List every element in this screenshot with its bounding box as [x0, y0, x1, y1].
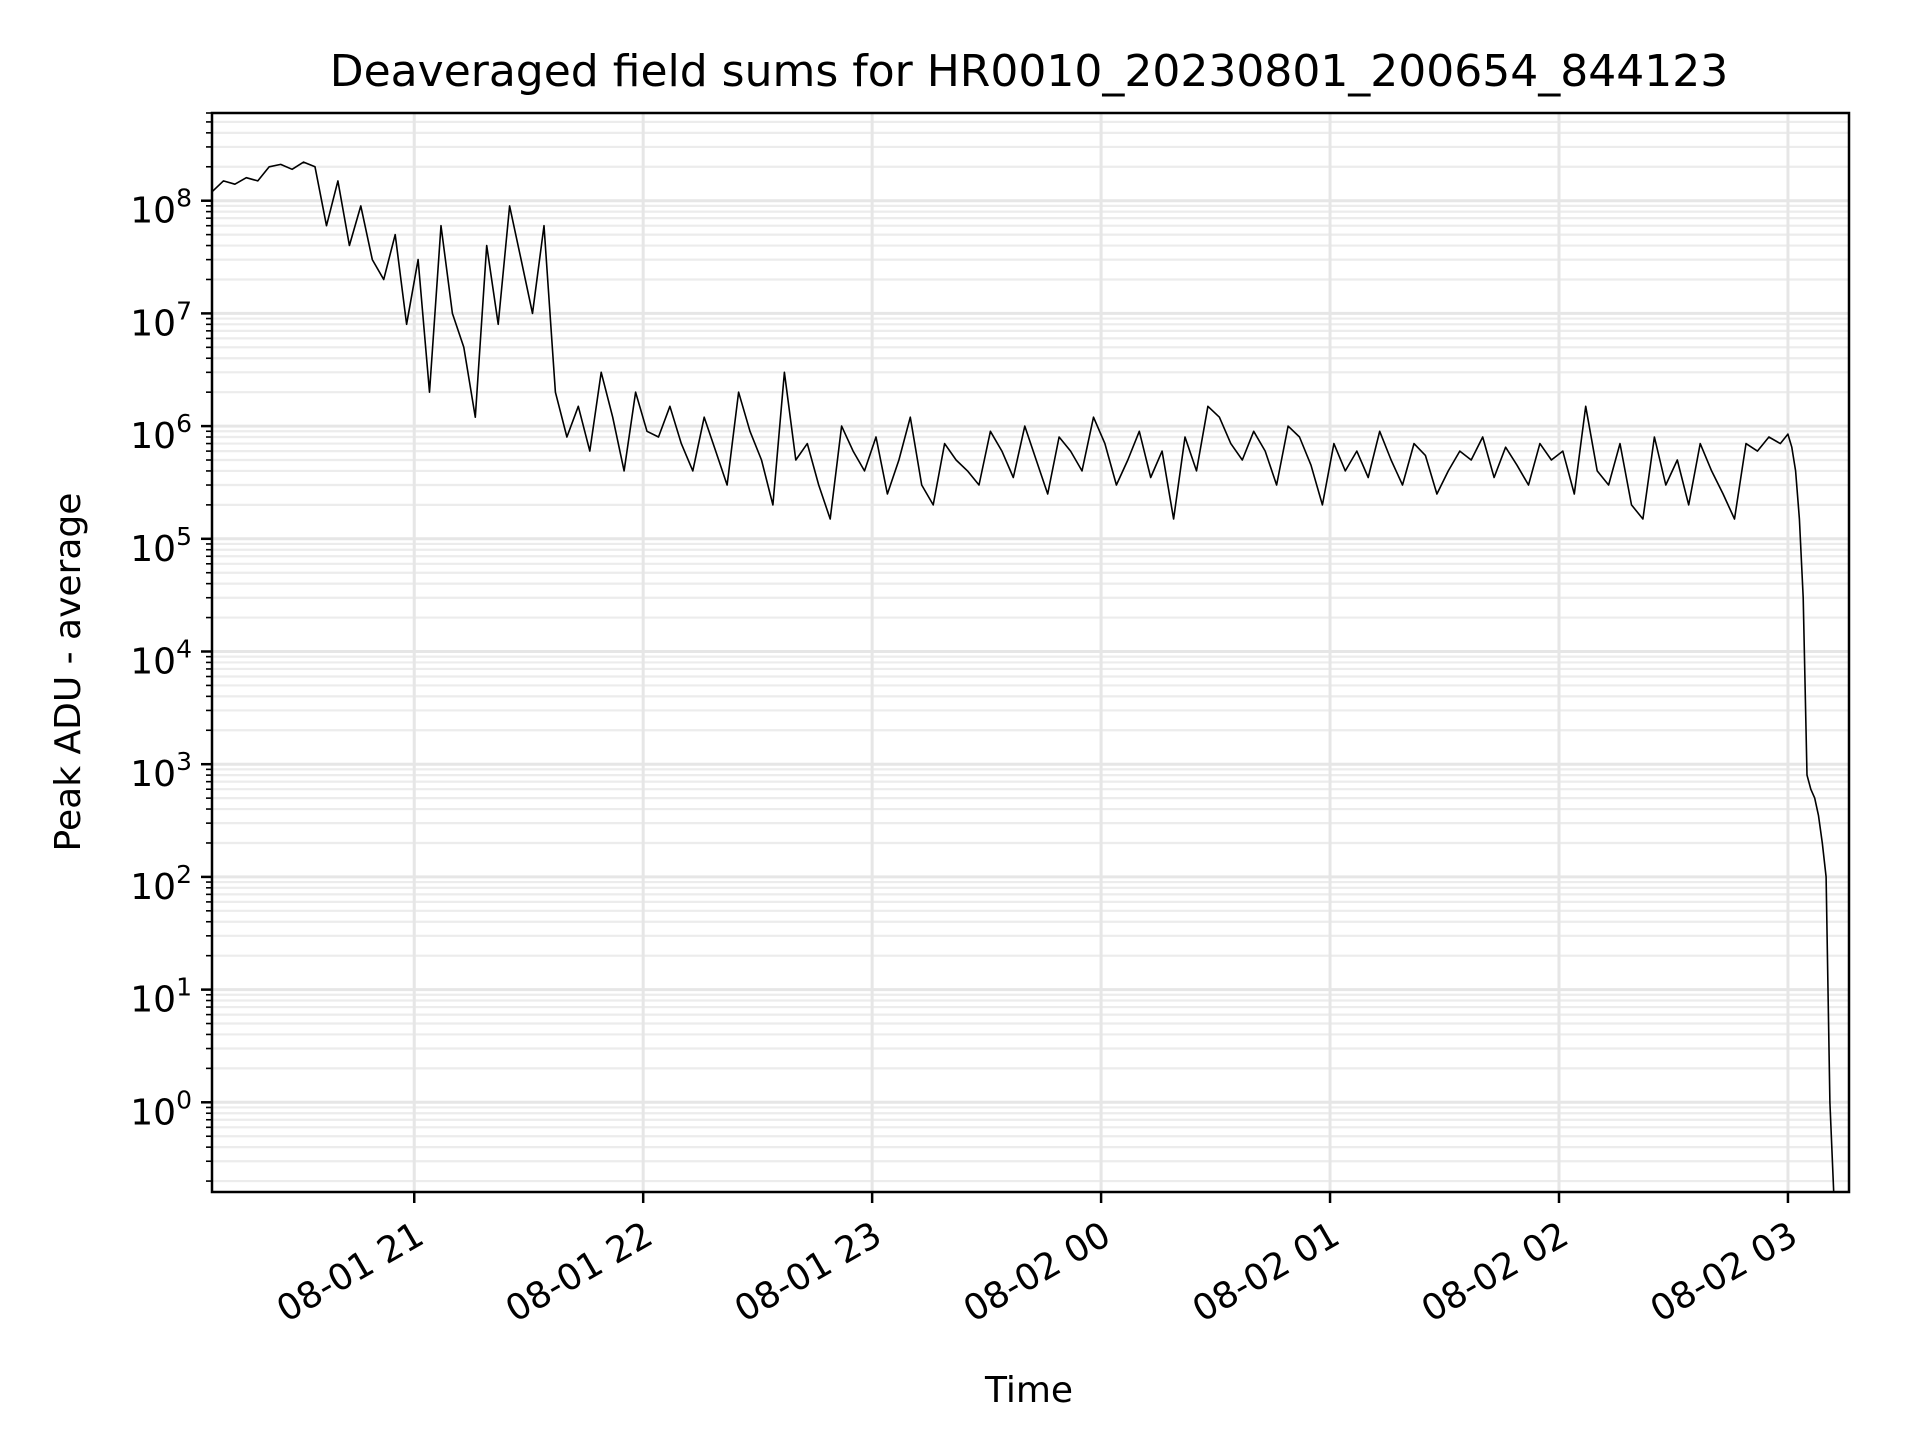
series-line — [211, 161, 1835, 1193]
y-tick-label: 100 — [130, 1085, 192, 1133]
y-tick-label: 106 — [130, 409, 192, 457]
y-tick-label: 102 — [130, 860, 192, 908]
y-tick-label: 104 — [130, 635, 192, 683]
x-axis-label: Time — [984, 1370, 1073, 1411]
y-axis: 100 101 102 103 104 105 106 107 108 — [130, 112, 212, 1182]
y-tick-label: 105 — [130, 522, 192, 570]
series-layer — [211, 161, 1835, 1193]
y-tick-label: 107 — [130, 296, 192, 344]
y-tick-label: 101 — [130, 973, 192, 1021]
y-tick-label: 108 — [130, 184, 192, 232]
y-tick-label: 103 — [130, 747, 192, 795]
y-axis-label: Peak ADU - average — [48, 493, 89, 852]
grid — [212, 111, 1849, 1192]
chart-title: Deaveraged field sums for HR0010_2023080… — [330, 46, 1729, 97]
